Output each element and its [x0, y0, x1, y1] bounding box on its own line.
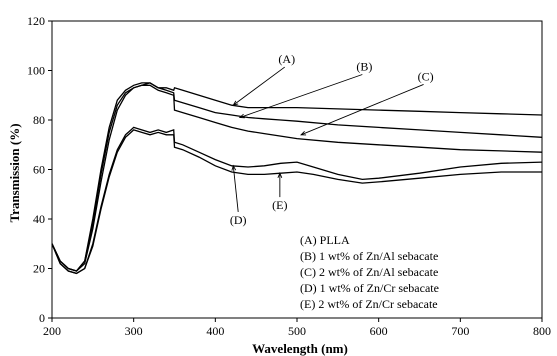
y-tick-label: 80 [33, 113, 45, 127]
x-tick-label: 400 [206, 324, 224, 338]
x-tick-label: 700 [451, 324, 469, 338]
legend-entry: (C) 2 wt% of Zn/Al sebacate [300, 265, 438, 279]
series-line [51, 84, 543, 272]
annotation-pointer [239, 74, 363, 118]
series-line [51, 82, 543, 272]
y-tick-label: 100 [27, 64, 45, 78]
y-tick-label: 20 [33, 262, 45, 276]
series-line [51, 82, 543, 272]
legend-entry: (B) 1 wt% of Zn/Al sebacate [300, 249, 438, 263]
annotation-pointer [233, 66, 286, 106]
y-tick-label: 120 [27, 14, 45, 28]
annotation-label: (B) [356, 60, 372, 74]
series-lines [51, 82, 543, 275]
annotation-arrowhead [231, 164, 237, 171]
plot-frame [51, 20, 543, 319]
y-axis-title: Transmission (%) [7, 123, 22, 222]
annotation-arrowhead [300, 130, 307, 136]
x-tick-label: 200 [43, 324, 61, 338]
annotation-label: (E) [272, 198, 287, 212]
x-tick-label: 500 [288, 324, 306, 338]
series-line [51, 129, 542, 275]
curve-annotations: (A) (B) (C) (D) (E) [230, 52, 434, 227]
annotation-pointer [232, 165, 239, 212]
y-tick-label: 0 [39, 311, 45, 325]
annotation-arrowhead [238, 113, 245, 119]
x-tick-label: 300 [125, 324, 143, 338]
annotation-label: (C) [418, 69, 434, 83]
y-axis-ticks: 0 20 40 60 80 100 120 [27, 14, 52, 325]
legend: (A) PLLA (B) 1 wt% of Zn/Al sebacate (C) 2… [300, 233, 439, 311]
y-tick-label: 60 [33, 163, 45, 177]
x-tick-label: 600 [370, 324, 388, 338]
annotation-pointer [300, 83, 424, 136]
legend-entry: (A) PLLA [300, 233, 350, 247]
x-axis-ticks: 200 300 400 500 600 700 800 [43, 318, 551, 338]
legend-entry: (D) 1 wt% of Zn/Cr sebacate [300, 281, 439, 295]
annotation-label: (D) [230, 213, 247, 227]
legend-entry: (E) 2 wt% of Zn/Cr sebacate [300, 297, 438, 311]
x-tick-label: 800 [533, 324, 551, 338]
y-tick-label: 40 [33, 212, 45, 226]
x-axis-title: Wavelength (nm) [252, 341, 348, 356]
annotation-arrowhead [232, 100, 239, 106]
annotation-label: (A) [278, 52, 295, 66]
annotation-arrowhead [277, 172, 283, 178]
